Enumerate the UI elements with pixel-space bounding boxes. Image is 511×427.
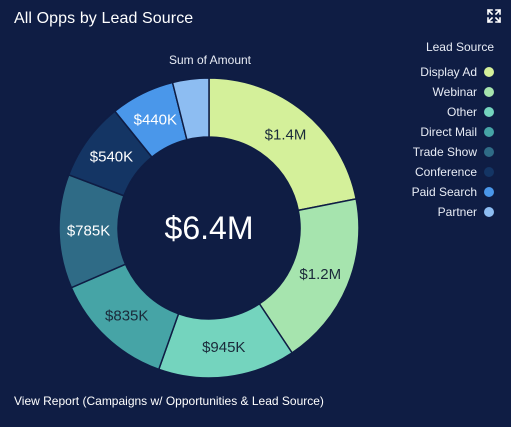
legend-swatch — [484, 127, 494, 137]
legend-label: Partner — [437, 205, 477, 219]
legend-label: Display Ad — [420, 65, 477, 79]
legend-item-other[interactable]: Other — [408, 102, 508, 122]
legend-label: Other — [446, 105, 477, 119]
legend-items: Display Ad Webinar Other Direct Mail Trade S… — [408, 62, 508, 222]
legend-title: Lead Source — [425, 40, 494, 54]
card-title: All Opps by Lead Source — [14, 10, 194, 27]
donut-slice-partner[interactable] — [171, 77, 210, 141]
donut-total-label: $6.4M — [165, 210, 254, 246]
legend-item-paid-search[interactable]: Paid Search — [408, 182, 508, 202]
legend-swatch — [484, 207, 494, 217]
legend-label: Trade Show — [412, 145, 477, 159]
legend-label: Webinar — [432, 85, 477, 99]
slice-data-label: $440K — [134, 112, 177, 129]
legend-item-webinar[interactable]: Webinar — [408, 82, 508, 102]
legend-label: Conference — [414, 165, 477, 179]
view-report-link[interactable]: View Report (Campaigns w/ Opportunities … — [14, 394, 324, 408]
legend-item-trade-show[interactable]: Trade Show — [408, 142, 508, 162]
legend-label: Paid Search — [411, 185, 477, 199]
chart-legend: Lead Source Display Ad Webinar Other Direct… — [408, 40, 508, 222]
legend-swatch — [484, 87, 494, 97]
legend-item-partner[interactable]: Partner — [408, 202, 508, 222]
legend-item-display-ad[interactable]: Display Ad — [408, 62, 508, 82]
legend-item-direct-mail[interactable]: Direct Mail — [408, 122, 508, 142]
donut-slice-display-ad[interactable] — [208, 77, 358, 212]
legend-swatch — [484, 167, 494, 177]
legend-swatch — [484, 67, 494, 77]
legend-item-conference[interactable]: Conference — [408, 162, 508, 182]
slice-data-label: $540K — [90, 149, 133, 166]
legend-swatch — [484, 187, 494, 197]
slice-data-label: $785K — [67, 222, 110, 239]
slice-data-label: $835K — [105, 308, 148, 325]
chart-subtitle: Sum of Amount — [168, 53, 252, 67]
slice-data-label: $945K — [202, 339, 245, 356]
slice-data-label: $1.4M — [265, 126, 307, 143]
expand-icon[interactable] — [487, 9, 501, 23]
legend-swatch — [484, 147, 494, 157]
slice-data-label: $1.2M — [299, 266, 341, 283]
legend-swatch — [484, 107, 494, 117]
legend-label: Direct Mail — [420, 125, 477, 139]
